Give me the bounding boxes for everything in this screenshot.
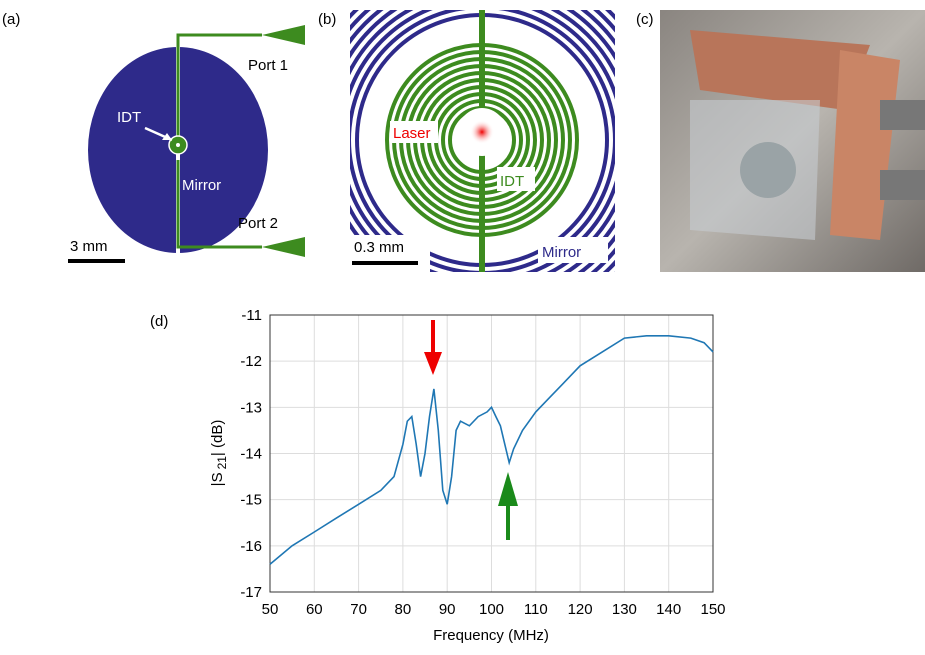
scale-bar — [352, 261, 418, 265]
y-tick-label: -11 — [241, 307, 262, 324]
label-box — [538, 237, 608, 263]
scale-label: 0.3 mm — [354, 239, 404, 256]
panel-label: (b) — [318, 11, 336, 28]
x-tick-label: 60 — [306, 601, 323, 618]
x-tick-label: 80 — [395, 601, 412, 618]
port-label: Port 1 — [248, 57, 288, 74]
chart: -17 -16 -15 -14 -13 -12 -11 50 60 70 80 90 100 110 120… — [240, 307, 725, 618]
y-axis-label-part: |S — [209, 472, 226, 486]
x-tick-label: 130 — [612, 601, 637, 618]
label-box — [390, 121, 438, 143]
y-tick-label: -17 — [240, 584, 262, 601]
idt-label: IDT — [117, 109, 141, 126]
arrowhead — [424, 352, 442, 375]
panel-a-drawing — [68, 25, 305, 263]
panel-label: (d) — [150, 313, 168, 330]
arrowhead — [498, 472, 518, 506]
x-tick-label: 90 — [439, 601, 456, 618]
y-axis-label-part: | (dB) — [209, 420, 226, 456]
x-tick-label: 120 — [568, 601, 593, 618]
panel-label: (a) — [2, 11, 20, 28]
laser-spot — [470, 120, 494, 144]
plot-frame — [269, 314, 714, 593]
x-tick-label: 100 — [479, 601, 504, 618]
y-tick-label: -15 — [240, 492, 262, 509]
y-axis-label-sub: 21 — [215, 456, 229, 470]
idt-label: IDT — [500, 173, 524, 190]
x-axis-label: Frequency (MHz) — [433, 627, 549, 644]
mirror-label: Mirror — [542, 244, 581, 261]
scale-label: 3 mm — [70, 238, 108, 255]
x-tick-label: 50 — [262, 601, 279, 618]
label-box — [350, 235, 430, 272]
mirror-label: Mirror — [182, 177, 221, 194]
y-axis-label: |S 21| (dB) — [209, 420, 229, 487]
y-tick-label: -12 — [240, 353, 262, 370]
x-tick-label: 110 — [524, 601, 548, 618]
label-box — [497, 167, 535, 191]
y-tick-label: -14 — [240, 446, 262, 463]
y-tick-label: -16 — [240, 538, 262, 555]
y-tick-label: -13 — [240, 399, 262, 416]
panel-b-drawing — [350, 10, 615, 272]
port-label: Port 2 — [238, 215, 278, 232]
x-tick-label: 150 — [700, 601, 725, 618]
photo — [660, 10, 925, 272]
x-tick-label: 70 — [350, 601, 367, 618]
data-line — [269, 335, 714, 565]
x-tick-label: 140 — [656, 601, 681, 618]
laser-label: Laser — [393, 125, 431, 142]
panel-label: (c) — [636, 11, 654, 28]
